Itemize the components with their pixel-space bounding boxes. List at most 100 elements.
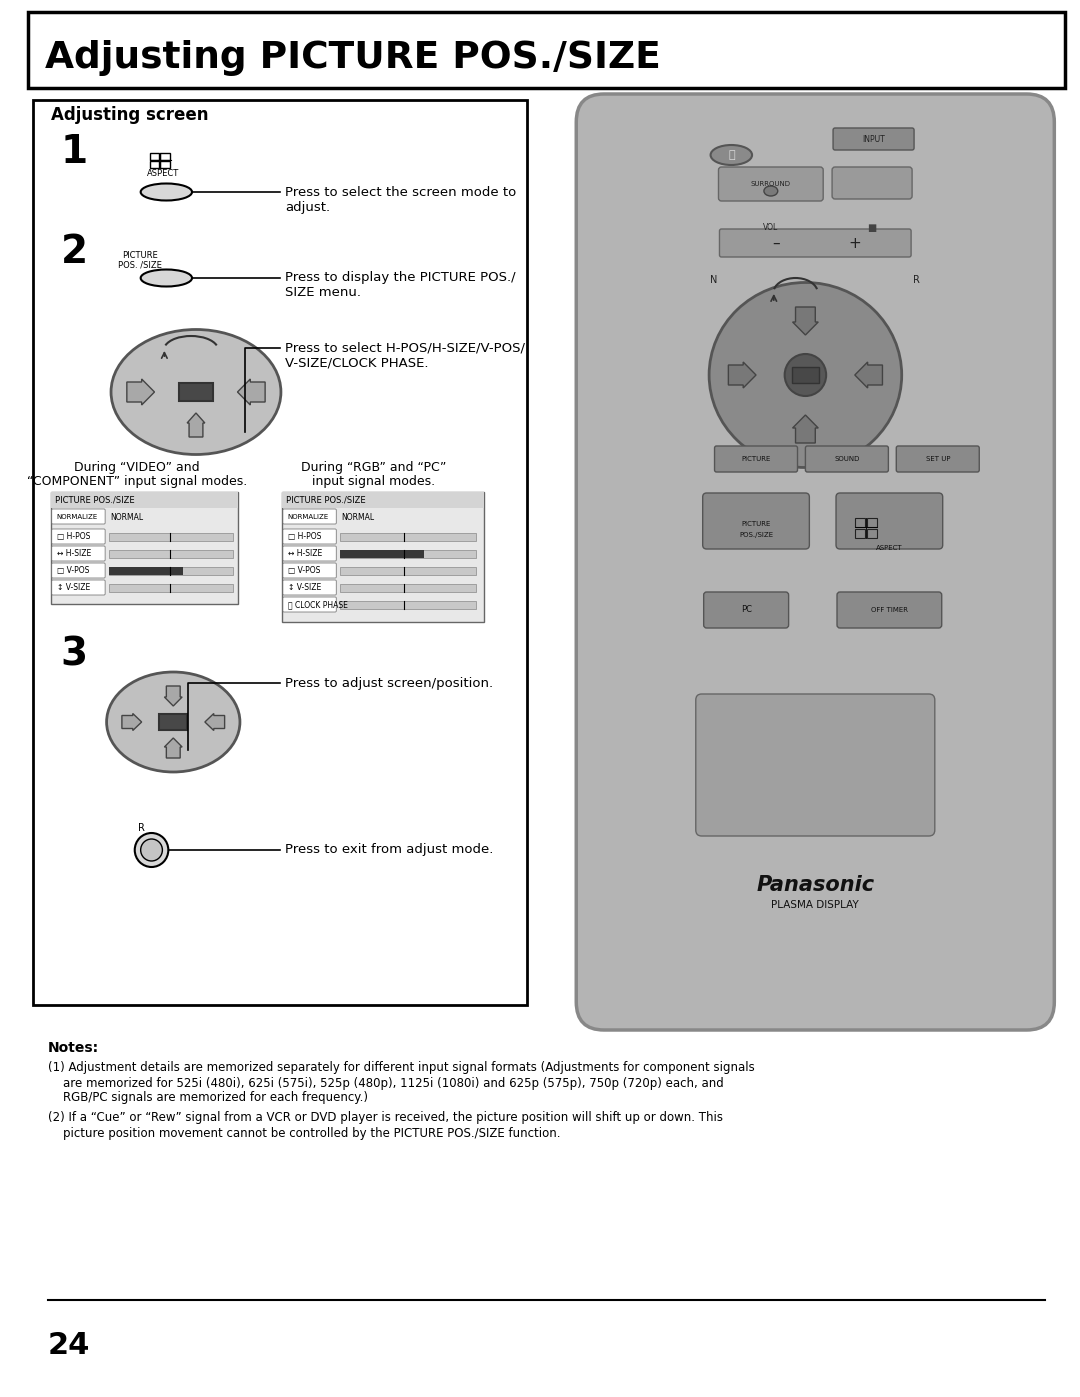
Text: ⭍ CLOCK PHASE: ⭍ CLOCK PHASE: [288, 601, 348, 609]
Text: POS./SIZE: POS./SIZE: [739, 532, 773, 538]
Text: □ H-POS: □ H-POS: [288, 532, 321, 542]
Text: Press to exit from adjust mode.: Press to exit from adjust mode.: [285, 844, 494, 856]
Ellipse shape: [711, 145, 752, 165]
Bar: [51, 492, 239, 509]
Bar: [792, 367, 820, 383]
FancyBboxPatch shape: [52, 546, 105, 562]
FancyArrow shape: [164, 686, 183, 705]
Bar: [340, 550, 424, 557]
Text: ↕ V-SIZE: ↕ V-SIZE: [288, 584, 321, 592]
FancyArrow shape: [854, 362, 882, 388]
Text: ASPECT: ASPECT: [147, 169, 179, 177]
Text: POS. /SIZE: POS. /SIZE: [118, 260, 162, 270]
Text: ⏻: ⏻: [728, 149, 734, 161]
Bar: [161, 154, 171, 161]
Text: picture position movement cannot be controlled by the PICTURE POS./SIZE function: picture position movement cannot be cont…: [48, 1126, 561, 1140]
Bar: [149, 161, 160, 168]
Bar: [282, 492, 485, 509]
FancyBboxPatch shape: [283, 529, 336, 543]
FancyBboxPatch shape: [896, 446, 980, 472]
Text: Adjusting screen: Adjusting screen: [51, 106, 208, 124]
Text: PICTURE POS./SIZE: PICTURE POS./SIZE: [55, 496, 134, 504]
Text: PC: PC: [741, 605, 752, 615]
Text: PICTURE: PICTURE: [741, 521, 771, 527]
Bar: [109, 567, 184, 576]
Ellipse shape: [764, 186, 778, 196]
FancyBboxPatch shape: [52, 580, 105, 595]
FancyBboxPatch shape: [283, 509, 336, 524]
Bar: [340, 550, 476, 557]
FancyArrow shape: [126, 379, 154, 405]
Text: NORMAL: NORMAL: [110, 513, 144, 521]
FancyBboxPatch shape: [806, 446, 889, 472]
Text: NORMALIZE: NORMALIZE: [57, 514, 98, 520]
Text: Press to adjust screen/position.: Press to adjust screen/position.: [285, 676, 492, 690]
FancyBboxPatch shape: [577, 94, 1054, 1030]
Text: ↔ H-SIZE: ↔ H-SIZE: [57, 549, 91, 559]
Text: ■: ■: [867, 224, 876, 233]
Text: R: R: [913, 275, 919, 285]
FancyBboxPatch shape: [52, 509, 105, 524]
FancyBboxPatch shape: [283, 580, 336, 595]
FancyBboxPatch shape: [836, 493, 943, 549]
FancyArrow shape: [793, 307, 819, 335]
Bar: [109, 550, 232, 557]
FancyArrow shape: [164, 738, 183, 759]
Text: SIZE menu.: SIZE menu.: [285, 286, 361, 299]
Circle shape: [135, 833, 168, 868]
FancyArrow shape: [728, 362, 756, 388]
Text: NORMALIZE: NORMALIZE: [288, 514, 329, 520]
Bar: [866, 518, 877, 527]
FancyBboxPatch shape: [696, 694, 935, 835]
Text: Press to display the PICTURE POS./: Press to display the PICTURE POS./: [285, 271, 515, 285]
Bar: [340, 584, 476, 592]
Text: 3: 3: [60, 636, 87, 673]
FancyBboxPatch shape: [33, 101, 527, 1004]
Text: □ V-POS: □ V-POS: [57, 567, 89, 576]
FancyBboxPatch shape: [283, 546, 336, 562]
Text: input signal modes.: input signal modes.: [312, 475, 435, 488]
FancyBboxPatch shape: [283, 563, 336, 578]
Text: During “RGB” and “PC”: During “RGB” and “PC”: [301, 461, 446, 475]
Text: ↕ V-SIZE: ↕ V-SIZE: [57, 584, 90, 592]
Text: Adjusting PICTURE POS./SIZE: Adjusting PICTURE POS./SIZE: [45, 41, 661, 75]
Circle shape: [140, 840, 162, 861]
Text: Press to select the screen mode to: Press to select the screen mode to: [285, 186, 516, 198]
FancyBboxPatch shape: [718, 168, 823, 201]
Text: Panasonic: Panasonic: [756, 875, 875, 895]
Ellipse shape: [785, 353, 826, 395]
Bar: [109, 534, 232, 541]
Text: PLASMA DISPLAY: PLASMA DISPLAY: [771, 900, 860, 909]
FancyBboxPatch shape: [833, 129, 914, 149]
FancyBboxPatch shape: [52, 563, 105, 578]
Ellipse shape: [140, 183, 192, 201]
FancyBboxPatch shape: [719, 229, 912, 257]
Bar: [161, 161, 171, 168]
Bar: [149, 154, 160, 161]
Text: Notes:: Notes:: [48, 1041, 99, 1055]
FancyBboxPatch shape: [715, 446, 797, 472]
Text: +: +: [849, 236, 861, 250]
Ellipse shape: [710, 282, 902, 468]
Text: □ H-POS: □ H-POS: [57, 532, 90, 542]
Text: V-SIZE/CLOCK PHASE.: V-SIZE/CLOCK PHASE.: [285, 356, 429, 369]
Ellipse shape: [140, 270, 192, 286]
FancyBboxPatch shape: [837, 592, 942, 629]
Bar: [866, 529, 877, 538]
FancyBboxPatch shape: [703, 493, 809, 549]
Text: 1: 1: [60, 133, 87, 170]
Text: N: N: [710, 275, 717, 285]
Text: are memorized for 525i (480i), 625i (575i), 525p (480p), 1125i (1080i) and 625p : are memorized for 525i (480i), 625i (575…: [48, 1077, 724, 1090]
Text: PICTURE: PICTURE: [122, 251, 158, 260]
Bar: [340, 534, 476, 541]
Bar: [854, 518, 865, 527]
FancyBboxPatch shape: [28, 13, 1065, 88]
FancyArrow shape: [122, 714, 141, 731]
Text: 2: 2: [60, 233, 87, 271]
FancyArrow shape: [238, 379, 265, 405]
Text: OFF TIMER: OFF TIMER: [870, 608, 908, 613]
Text: PICTURE POS./SIZE: PICTURE POS./SIZE: [286, 496, 365, 504]
Text: INPUT: INPUT: [862, 134, 885, 144]
Text: (2) If a “Cue” or “Rew” signal from a VCR or DVD player is received, the picture: (2) If a “Cue” or “Rew” signal from a VC…: [48, 1112, 723, 1125]
Bar: [282, 492, 485, 622]
